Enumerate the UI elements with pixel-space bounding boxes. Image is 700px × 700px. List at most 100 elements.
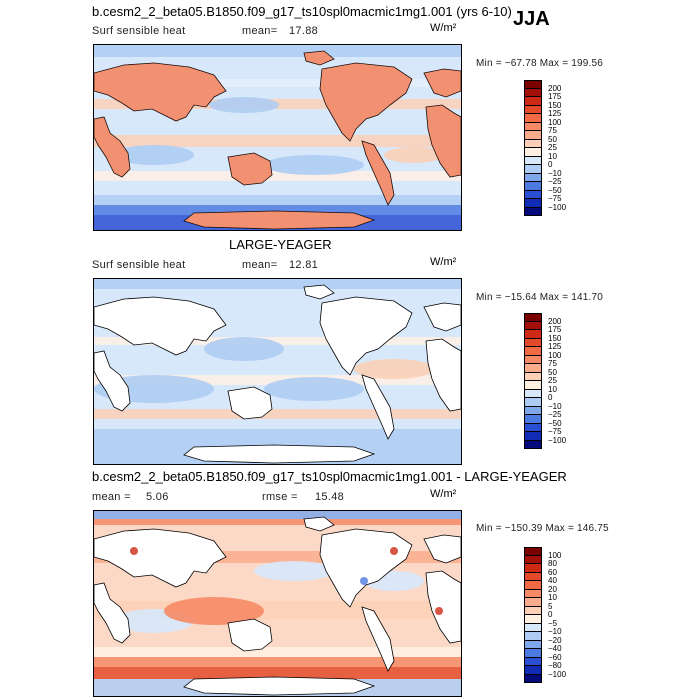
panel3-map (93, 510, 462, 697)
map-coastline (303, 516, 335, 532)
colorbar-swatch (524, 338, 542, 347)
colorbar-tick-label: −100 (548, 435, 567, 445)
map-zonal-band (94, 647, 461, 657)
map-coastline (319, 296, 413, 376)
panel2-minmax: Min = −15.64 Max = 141.70 (476, 292, 604, 303)
colorbar-swatch (524, 440, 542, 449)
map-anomaly-spot (390, 547, 398, 555)
colorbar-swatch (524, 640, 542, 649)
map-field-patch (354, 359, 434, 379)
map-coastline (319, 528, 413, 608)
map-coastline (423, 302, 461, 332)
colorbar-tick-label: −100 (548, 202, 567, 212)
panel3-title: b.cesm2_2_beta05.B1850.f09_g17_ts10spl0m… (92, 469, 567, 484)
map-zonal-band (94, 511, 461, 519)
colorbar-tick-label: −80 (548, 661, 562, 670)
colorbar-tick-label: −75 (548, 427, 562, 436)
map-coastline (183, 444, 376, 464)
map-coastline (425, 338, 461, 412)
panel2-title: LARGE-YEAGER (229, 237, 332, 252)
map-land-heat (184, 211, 374, 229)
colorbar-swatch (524, 423, 542, 432)
colorbar-tick-label: 150 (548, 100, 562, 110)
panel1-mean-value: 17.88 (289, 25, 319, 37)
colorbar-tick-label: 10 (548, 593, 557, 602)
colorbar-swatch (524, 381, 542, 390)
colorbar-swatch (524, 321, 542, 330)
map-field-patch (264, 155, 364, 175)
map-zonal-band (94, 409, 461, 419)
panel3-mean-label: mean = (92, 491, 131, 503)
panel2-variable: Surf sensible heat (92, 259, 186, 271)
colorbar-swatch (524, 330, 542, 339)
panel1-units: W/m² (430, 22, 457, 34)
map-field-patch (209, 97, 279, 113)
panel3-rmse-label: rmse = (262, 491, 298, 503)
colorbar-swatch (524, 615, 542, 624)
map-zonal-band (94, 205, 461, 215)
colorbar-tick-label: −40 (548, 644, 562, 653)
colorbar-swatch (524, 182, 542, 191)
colorbar-tick-label: −25 (548, 410, 562, 419)
panel1-title: b.cesm2_2_beta05.B1850.f09_g17_ts10spl0m… (92, 4, 512, 19)
map-coastline (361, 140, 395, 206)
colorbar-swatch (524, 313, 542, 322)
colorbar-tick-label: −50 (548, 185, 562, 195)
map-zonal-band (94, 195, 461, 205)
colorbar-swatch (524, 173, 542, 182)
colorbar-swatch (524, 547, 542, 556)
colorbar-swatch (524, 114, 542, 123)
colorbar-tick-label: −60 (548, 652, 562, 662)
colorbar-tick-label: 75 (548, 359, 557, 368)
colorbar-tick-label: 150 (548, 333, 562, 343)
panel1-map-svg (94, 45, 461, 230)
colorbar-tick-label: 175 (548, 325, 562, 334)
map-zonal-band (94, 279, 461, 289)
panel1-variable: Surf sensible heat (92, 25, 186, 37)
colorbar-tick-label: 10 (548, 151, 557, 161)
panel3-minmax: Min = −150.39 Max = 146.75 (476, 523, 609, 534)
map-field-patch (384, 147, 444, 163)
colorbar-tick-label: 50 (548, 134, 557, 144)
panel2-units: W/m² (430, 256, 457, 268)
map-coastline (361, 374, 395, 440)
colorbar-swatch (524, 432, 542, 441)
map-coastline (94, 350, 131, 412)
map-coastline (423, 68, 461, 98)
panel3-units: W/m² (430, 488, 457, 500)
map-zonal-band (94, 657, 461, 667)
panel3-mean-value: 5.06 (146, 491, 169, 503)
map-land-heat (94, 63, 226, 121)
map-coastline (319, 62, 413, 142)
colorbar-tick-label: 100 (548, 117, 562, 127)
map-coastline (425, 570, 461, 644)
map-coastline (227, 152, 273, 186)
colorbar-swatch (524, 389, 542, 398)
colorbar-tick-label: 175 (548, 92, 562, 101)
panel3-map-svg (94, 511, 461, 696)
map-land-heat (228, 153, 272, 185)
colorbar-swatch (524, 207, 542, 216)
colorbar-swatch (524, 131, 542, 140)
colorbar-swatch (524, 347, 542, 356)
map-land-heat (320, 63, 412, 141)
colorbar-tick-label: −10 (548, 627, 562, 636)
colorbar-swatch (524, 623, 542, 632)
map-land-heat (304, 51, 334, 65)
colorbar-swatch (524, 598, 542, 607)
season-label: JJA (513, 8, 550, 30)
colorbar-swatch (524, 415, 542, 424)
map-field-patch (164, 597, 264, 625)
colorbar-swatch (524, 372, 542, 381)
map-anomaly-spot (130, 547, 138, 555)
colorbar-swatch (524, 589, 542, 598)
panel3-rmse-value: 15.48 (315, 491, 345, 503)
colorbar-tick-label: 50 (548, 367, 557, 377)
panel2-colorbar: 200 175 150 125 100 75 50 25 10 0 −10 −25 −50 −75 −100 (524, 313, 584, 458)
panel2-mean-label: mean= (242, 259, 278, 271)
map-land-heat (426, 105, 461, 177)
map-land-heat (424, 69, 461, 97)
panel2-mean-value: 12.81 (289, 259, 319, 271)
colorbar-tick-label: −25 (548, 177, 562, 186)
panel2-map-svg (94, 279, 461, 464)
